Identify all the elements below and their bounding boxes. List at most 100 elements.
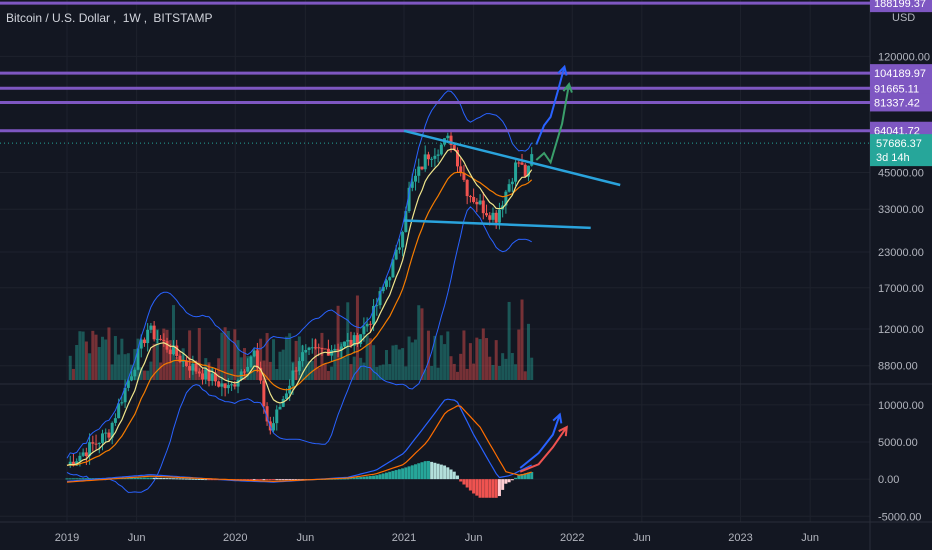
- macd-histogram-bar: [407, 466, 411, 480]
- volume-bar: [359, 357, 363, 380]
- candle: [94, 443, 98, 445]
- macd-histogram-bar: [91, 478, 95, 480]
- volume-bar: [197, 328, 201, 380]
- macd-histogram-bar: [184, 478, 188, 480]
- macd-histogram-bar: [501, 479, 505, 490]
- volume-bar: [391, 345, 395, 380]
- volume-bar: [510, 353, 514, 380]
- macd-histogram-bar: [478, 479, 482, 498]
- volume-bar: [120, 338, 124, 380]
- y-tick-label: 23000.00: [878, 247, 924, 259]
- candle: [159, 338, 163, 340]
- signal-projection-arrow-head: [558, 425, 568, 437]
- volume-bar: [236, 340, 240, 380]
- candle: [401, 232, 405, 248]
- volume-bar: [272, 339, 276, 380]
- candle: [394, 249, 398, 260]
- x-tick-label: 2022: [560, 532, 584, 544]
- candle: [181, 360, 185, 362]
- candle: [223, 383, 227, 389]
- macd-histogram-bar: [201, 479, 205, 481]
- macd-histogram-bar: [504, 479, 508, 484]
- candle: [259, 367, 263, 381]
- volume-bar: [326, 370, 330, 380]
- candle: [207, 369, 211, 381]
- volume-bar: [423, 369, 427, 380]
- candle: [526, 165, 530, 177]
- candles: [68, 130, 534, 468]
- candle: [175, 345, 179, 356]
- volume-bar: [97, 347, 101, 380]
- volume-bar: [268, 361, 272, 380]
- macd-histogram-bar: [84, 478, 88, 480]
- volume-bar: [255, 348, 259, 380]
- candle: [278, 406, 282, 410]
- volume-bar: [394, 344, 398, 380]
- volume-bar: [307, 361, 311, 380]
- candle: [352, 335, 356, 346]
- candle: [304, 350, 308, 353]
- volume-bar: [414, 339, 418, 380]
- volume-bar: [368, 338, 372, 380]
- interval-label[interactable]: 1W: [122, 11, 141, 25]
- macd-projection-arrow-head: [552, 412, 563, 424]
- bollinger-lower: [66, 206, 532, 493]
- macd-histogram-bar: [481, 479, 485, 498]
- candle: [100, 433, 104, 443]
- candle: [136, 348, 140, 370]
- macd-histogram-bar: [523, 473, 527, 480]
- level-tag: 81337.42: [870, 93, 932, 112]
- candle: [472, 196, 476, 202]
- candle: [455, 149, 459, 167]
- volume-bar: [449, 356, 453, 380]
- candle: [165, 341, 169, 350]
- volume-bar: [94, 334, 98, 380]
- macd-histogram-bar: [168, 478, 172, 480]
- macd-histogram-bar: [188, 478, 192, 480]
- macd-histogram-bar: [404, 467, 408, 480]
- volume-bar: [223, 327, 227, 380]
- volume-bar: [426, 330, 430, 380]
- macd-histogram-bar: [65, 478, 69, 480]
- volume-bar: [459, 353, 463, 380]
- volume-bar: [388, 364, 392, 380]
- candle: [149, 325, 153, 330]
- y-tick-label: 120000.00: [878, 51, 930, 63]
- candle: [530, 154, 534, 166]
- candle: [420, 166, 424, 170]
- candle: [152, 325, 156, 340]
- volume-bar: [330, 366, 334, 380]
- candle: [517, 162, 521, 164]
- macd-histogram-bar: [433, 462, 437, 480]
- candle: [378, 291, 382, 306]
- level-label: 188199.37: [874, 0, 926, 10]
- candle: [252, 350, 256, 357]
- macd-histogram-bar: [88, 478, 92, 480]
- macd-histogram-bar: [530, 471, 534, 480]
- symbol-name[interactable]: Bitcoin / U.S. Dollar: [6, 11, 111, 25]
- candle: [294, 370, 298, 372]
- projection-arrow-blue: [535, 66, 566, 145]
- macd-tick-label: 10000.00: [878, 400, 924, 412]
- candle: [504, 191, 508, 206]
- candle: [188, 366, 192, 371]
- last-price-tag: 57686.37 3d 14h: [870, 134, 932, 167]
- candle: [78, 455, 82, 462]
- macd-histogram-bar: [175, 478, 179, 480]
- candle: [71, 461, 75, 466]
- x-tick-label: 2019: [55, 532, 79, 544]
- candle: [117, 403, 121, 419]
- macd-histogram-bar: [394, 470, 398, 480]
- volume-bar: [210, 367, 214, 380]
- candle: [155, 338, 159, 340]
- volume-bar: [246, 356, 250, 380]
- macd-histogram-bar: [423, 461, 427, 480]
- candle: [446, 135, 450, 139]
- volume-bar: [349, 364, 353, 380]
- last-price-label: 57686.37: [876, 138, 922, 150]
- macd-tick-label: 0.00: [878, 474, 899, 486]
- volume-bar: [504, 358, 508, 380]
- trendline: [403, 219, 591, 230]
- volume-bar: [130, 364, 134, 380]
